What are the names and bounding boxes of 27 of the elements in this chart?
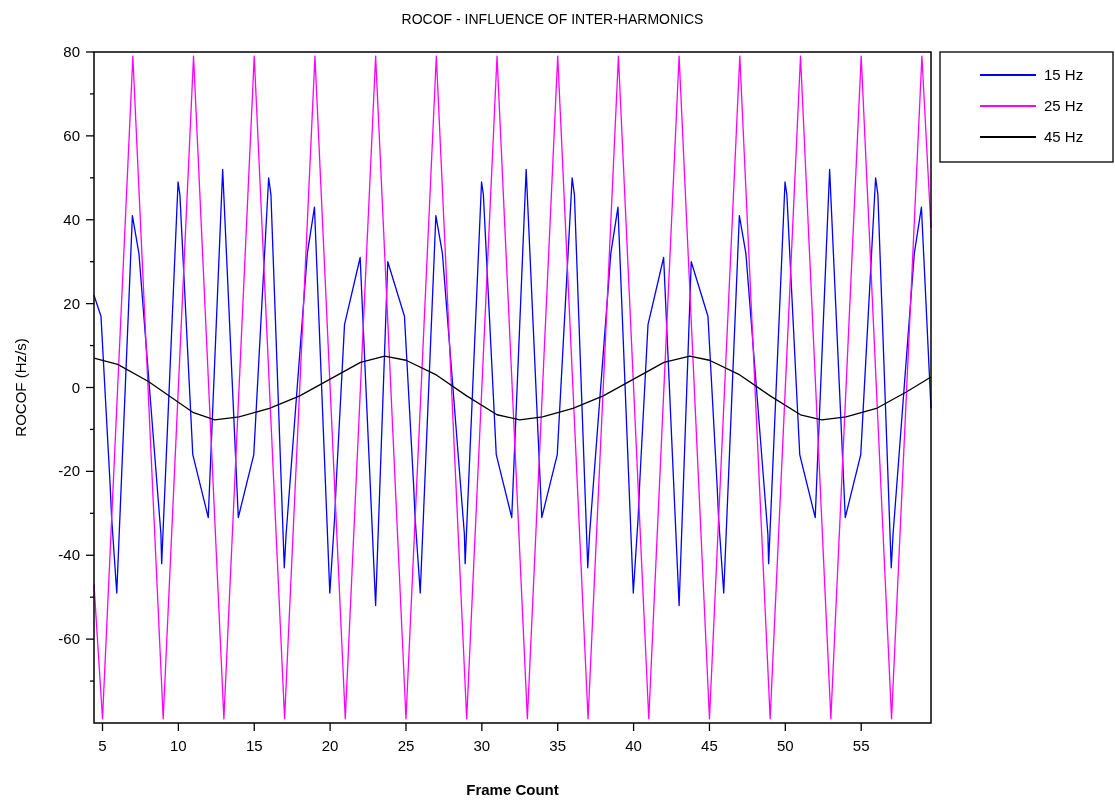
x-tick-label: 40: [625, 737, 642, 754]
x-tick-label: 5: [98, 737, 107, 754]
x-axis-title: Frame Count: [466, 781, 559, 798]
x-tick-label: 50: [776, 737, 794, 754]
x-tick-label: 30: [473, 737, 491, 754]
legend-label: 15 Hz: [1044, 66, 1084, 83]
y-tick-label: -60: [58, 630, 80, 648]
chart-title: ROCOF - INFLUENCE OF INTER-HARMONICS: [401, 11, 704, 27]
y-tick-label: -20: [58, 462, 80, 480]
x-tick-label: 15: [245, 737, 263, 754]
y-tick-label: 80: [63, 43, 80, 60]
x-tick-label: 55: [852, 737, 870, 754]
y-axis-title: ROCOF (Hz/s): [12, 338, 29, 437]
line-series: [93, 55, 932, 720]
x-tick-label: 20: [321, 737, 339, 754]
y-tick-label: 0: [71, 378, 80, 396]
legend-label: 25 Hz: [1044, 97, 1084, 114]
y-tick-label: 40: [63, 210, 80, 228]
y-tick-label: -40: [58, 546, 80, 564]
x-tick-label: 10: [170, 737, 187, 754]
legend-label: 45 Hz: [1044, 128, 1084, 145]
line-series: [93, 168, 932, 607]
x-tick-label: 45: [701, 737, 718, 754]
x-tick-label: 25: [397, 737, 415, 754]
y-tick-label: 20: [63, 294, 80, 312]
y-tick-label: 60: [63, 126, 80, 144]
x-tick-label: 35: [549, 737, 567, 754]
